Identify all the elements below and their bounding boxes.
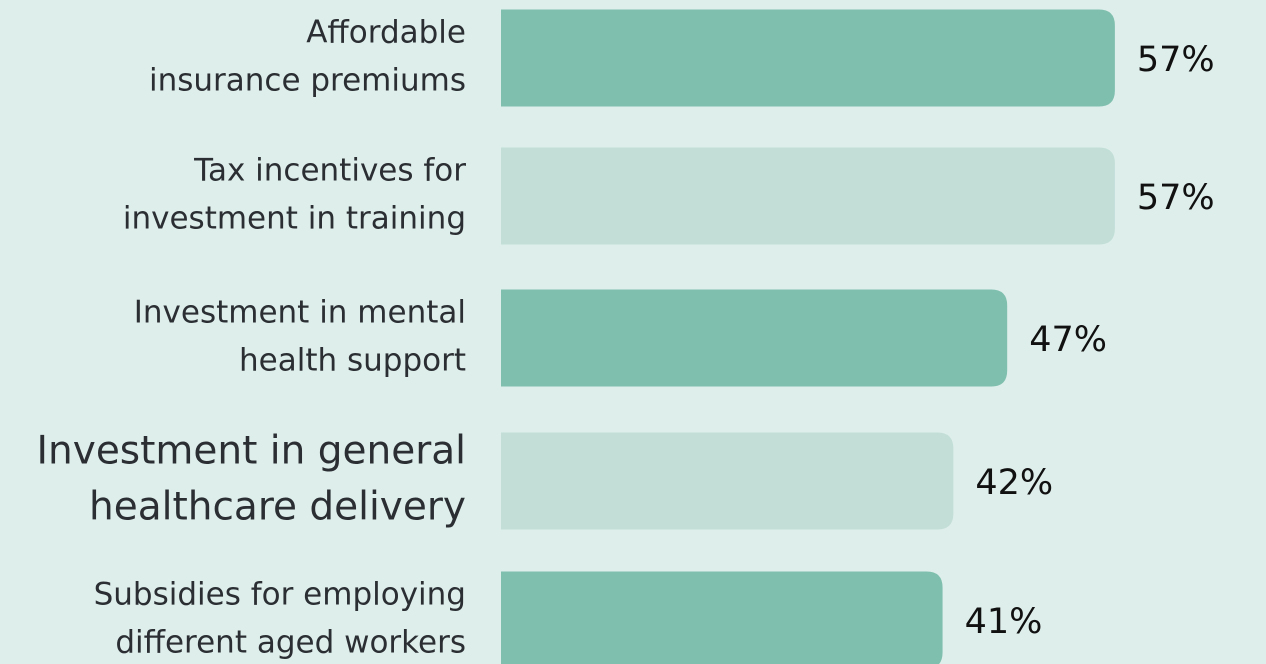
category-label: investment in training: [123, 201, 466, 237]
value-label: 47%: [1029, 320, 1107, 360]
category-label: Investment in general: [37, 429, 466, 474]
value-label: 57%: [1137, 40, 1215, 80]
category-label: Tax incentives for: [193, 153, 466, 189]
category-label: Affordable: [306, 15, 466, 51]
bar: [501, 9, 1115, 107]
bar: [501, 571, 943, 664]
category-label: Subsidies for employing: [94, 577, 466, 613]
category-label: healthcare delivery: [89, 485, 466, 530]
category-label: Investment in mental: [134, 295, 466, 331]
value-label: 57%: [1137, 178, 1215, 218]
category-label: different aged workers: [115, 625, 466, 661]
bar: [501, 289, 1008, 387]
value-label: 41%: [965, 602, 1043, 642]
bar: [501, 147, 1115, 245]
value-label: 42%: [975, 463, 1053, 503]
category-label: health support: [239, 343, 466, 379]
category-label: insurance premiums: [149, 63, 466, 99]
bar: [501, 432, 954, 530]
